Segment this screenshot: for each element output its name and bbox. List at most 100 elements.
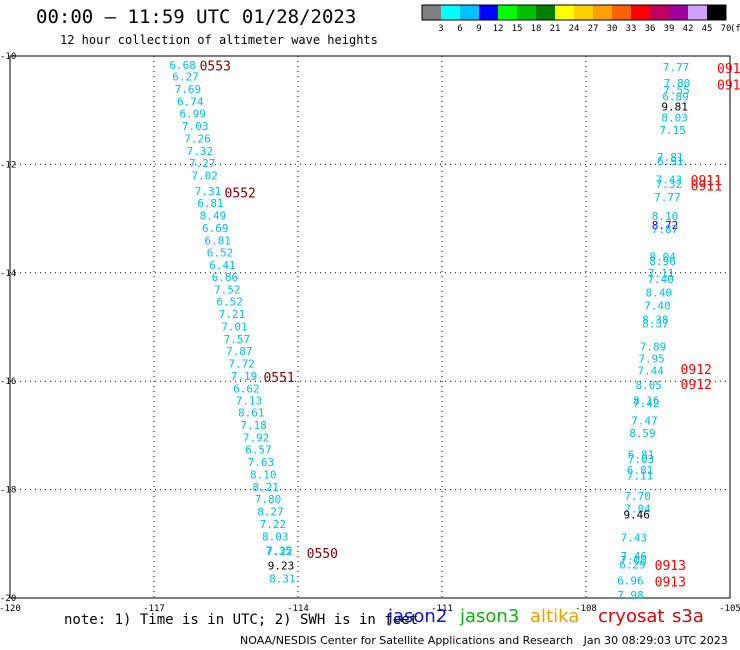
wave-height-label: 7.81 [657,151,684,164]
wave-height-label: 8.16 [633,394,660,407]
wave-height-label: 6.81 [204,234,231,247]
legend-swatch [422,5,441,20]
footer-note: note: 1) Time is in UTC; 2) SWH is in fe… [64,612,419,628]
wave-height-label: 6.41 [209,259,236,272]
wave-height-label: 8.04 [649,251,676,264]
legend-swatch [441,5,460,20]
time-label: 0911 [691,174,722,189]
data-labels: 6.686.277.696.746.997.037.267.327.277.02… [169,59,740,602]
legend-label: 27 [588,24,599,34]
wave-height-label: 7.47 [631,414,658,427]
wave-height-label: 6.29 [619,558,646,571]
wave-height-label: 6.27 [172,71,199,84]
satellite-jason3: jason3 [460,606,520,627]
wave-height-label: 6.96 [617,575,644,588]
time-label: 0552 [225,187,256,202]
legend-label: 45 [702,24,713,34]
wave-height-label: 7.57 [224,333,251,346]
wave-height-label: 7.22 [260,518,287,531]
wave-height-label: 8.61 [238,407,265,420]
time-label: 0913 [655,559,686,574]
legend-label: 30 [607,24,618,34]
y-tick-label: -18 [0,486,16,496]
wave-height-label: 6.86 [212,271,239,284]
y-tick-label: -16 [0,377,16,387]
legend-swatch [479,5,498,20]
wave-height-label: 7.77 [654,191,681,204]
wave-height-label: 7.98 [617,589,644,602]
wave-height-label: 7.87 [226,345,253,358]
time-label: 0913 [655,575,686,590]
legend-swatch [555,5,574,20]
wave-height-label: 7.19 [231,370,257,383]
legend-label: 18 [531,24,542,34]
wave-height-label: 8.37 [642,317,669,330]
wave-height-label: 8.27 [257,505,284,518]
wave-height-label: 8.10 [652,210,679,223]
y-tick-label: -20 [0,594,16,604]
legend-label: 36 [645,24,656,34]
legend-swatch [669,5,688,20]
wave-height-label: 8.03 [262,530,289,543]
wave-height-label: 7.03 [628,453,655,466]
wave-height-label: 7.27 [189,157,216,170]
legend-border [421,4,727,21]
legend-swatch [517,5,536,20]
wave-height-label: 8.21 [252,481,279,494]
wave-height-label: 8.72 [652,219,679,232]
wave-height-label: 7.11 [648,267,675,280]
axis-ticks: -120 -117 -114 -111 -108 -105 -10 -12 -14 -16 -18 -… [0,52,740,614]
wave-height-label: 7.32 [656,178,683,191]
wave-height-label: 8.59 [629,427,656,440]
satellite-jason2: jason2 [388,606,448,627]
wave-height-label: 7.11 [627,470,654,483]
time-label: 0912 [681,378,712,393]
wave-height-label: 8.40 [646,286,673,299]
wave-height-label: 6.81 [628,448,655,461]
wave-height-label: 7.18 [240,419,267,432]
x-tick-label: -117 [143,604,165,614]
wave-height-label: 7.77 [663,61,690,74]
wave-height-label: 7.87 [652,223,679,236]
wave-height-label: 7.40 [647,273,674,286]
wave-height-label: 7.08 [620,554,647,567]
wave-height-label: 8.38 [642,313,669,326]
legend-swatch [688,5,707,20]
legend-unit: (ft) [730,24,740,34]
wave-height-label: 7.01 [221,321,248,334]
plot-frame [9,55,731,599]
wave-height-label: 8.96 [649,255,676,268]
time-label: 0550 [307,547,338,562]
wave-height-label: 7.15 [659,124,686,137]
legend-label: 3 [438,24,443,34]
credit-line: NOAA/NESDIS Center for Satellite Applica… [240,634,728,647]
wave-height-label: 6.52 [216,296,243,309]
legend-swatch [631,5,650,20]
legend-label: 6 [457,24,462,34]
legend-label: 15 [512,24,523,34]
wave-height-label: 6.74 [177,96,204,109]
legend-swatch [612,5,631,20]
wave-height-label: 7.80 [255,493,281,506]
wave-height-label: 8.10 [250,469,277,482]
wave-height-label: 7.02 [191,169,218,182]
wave-height-label: 6.62 [233,382,260,395]
satellite-altika: altika [530,606,580,627]
wave-height-label: 9.23 [268,560,295,573]
x-tick-label: -114 [287,604,309,614]
plot-border [9,55,731,599]
gridlines [10,56,730,598]
wave-height-label: 7.40 [644,299,671,312]
time-label: 0551 [263,371,294,386]
wave-height-label: 7.46 [621,550,648,563]
x-tick-label: -108 [575,604,597,614]
wave-height-label: 7.04 [624,503,651,516]
legend-swatch [460,5,479,20]
legend-label: 12 [493,24,504,34]
legend-label: 21 [550,24,561,34]
legend-swatch [574,5,593,20]
wave-height-label: 6.91 [657,155,684,168]
x-tick-label: -105 [719,604,740,614]
